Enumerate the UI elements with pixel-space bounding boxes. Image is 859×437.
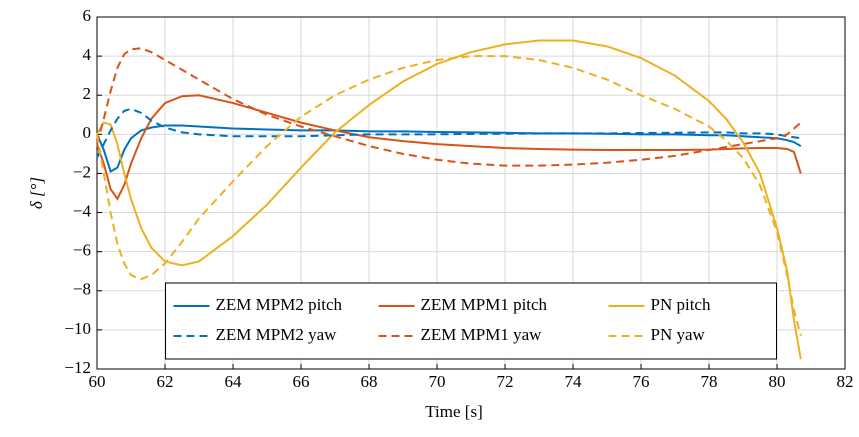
legend-label: ZEM MPM2 pitch <box>216 295 343 314</box>
x-tick-label: 74 <box>565 372 583 391</box>
y-tick-label: 6 <box>83 6 92 25</box>
y-tick-label: −6 <box>73 241 91 260</box>
x-tick-label: 76 <box>633 372 650 391</box>
x-tick-label: 80 <box>769 372 786 391</box>
legend-label: PN yaw <box>651 325 706 344</box>
y-axis-label: δ [°] <box>27 177 46 209</box>
x-tick-label: 60 <box>89 372 106 391</box>
y-tick-label: 0 <box>83 123 92 142</box>
y-tick-label: −8 <box>73 280 91 299</box>
y-tick-label: −2 <box>73 162 91 181</box>
y-tick-label: −4 <box>73 201 92 220</box>
x-tick-label: 64 <box>225 372 243 391</box>
y-tick-label: −10 <box>64 319 91 338</box>
x-tick-label: 78 <box>701 372 718 391</box>
legend-box <box>165 282 777 360</box>
x-tick-label: 66 <box>293 372 310 391</box>
legend-label: ZEM MPM1 pitch <box>421 295 548 314</box>
x-tick-label: 70 <box>429 372 446 391</box>
x-tick-label: 68 <box>361 372 378 391</box>
x-tick-label: 72 <box>497 372 514 391</box>
x-axis-label: Time [s] <box>425 402 482 421</box>
x-tick-label: 62 <box>157 372 174 391</box>
y-tick-label: −12 <box>64 358 91 377</box>
plot-frame <box>96 16 846 370</box>
series-line <box>96 94 802 201</box>
legend-label: PN pitch <box>651 295 711 314</box>
series-line <box>96 55 802 337</box>
series-line <box>96 47 802 167</box>
y-tick-label: 2 <box>83 84 92 103</box>
legend-label: ZEM MPM2 yaw <box>216 325 338 344</box>
legend-label: ZEM MPM1 yaw <box>421 325 543 344</box>
series-line <box>96 39 802 360</box>
y-tick-label: 4 <box>83 45 92 64</box>
series-line <box>96 107 801 159</box>
x-tick-label: 82 <box>837 372 854 391</box>
